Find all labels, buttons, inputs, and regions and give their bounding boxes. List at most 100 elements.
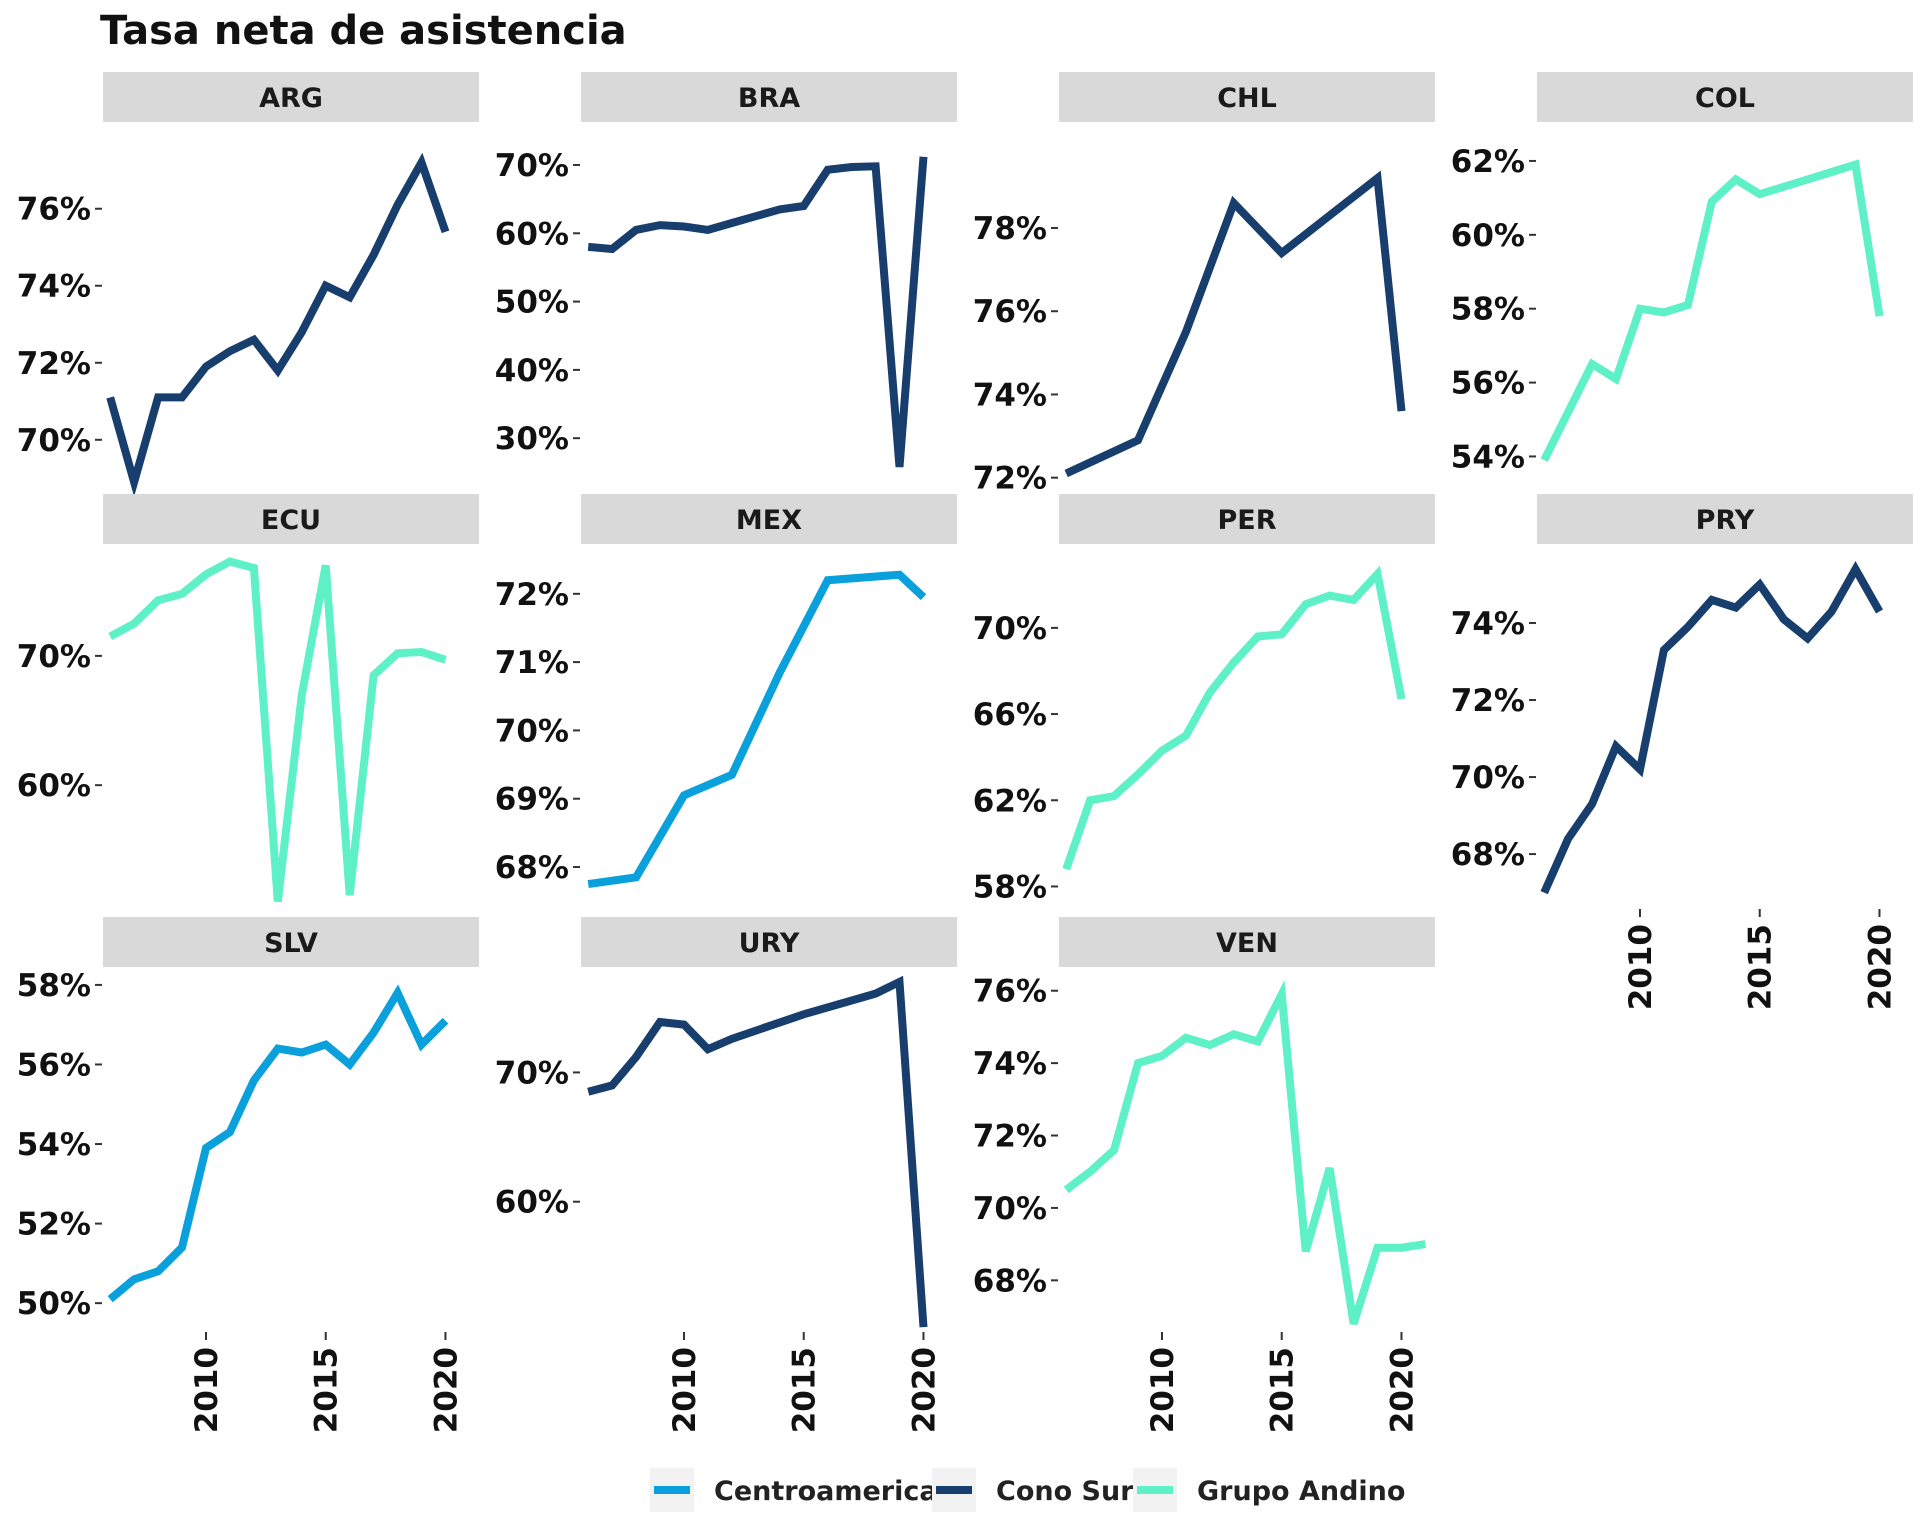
y-tick-label: 69% [495,782,569,818]
strip-background [581,72,957,122]
y-tick-label: 70% [973,1191,1047,1227]
y-tick-label: 70% [495,713,569,749]
x-tick-label: 2015 [1743,924,1779,1010]
panel-title: MEX [736,505,802,536]
y-tick-label: 70% [17,423,91,459]
y-tick-label: 40% [495,353,569,389]
panel-title: COL [1695,83,1755,114]
panel-title: SLV [264,928,318,959]
y-tick-label: 56% [1451,366,1525,402]
x-tick-label: 2020 [1384,1347,1420,1433]
y-tick-label: 70% [495,1055,569,1091]
y-tick-label: 30% [495,421,569,457]
y-tick-label: 68% [495,850,569,886]
y-tick-label: 70% [17,639,91,675]
y-tick-label: 70% [495,148,569,184]
y-tick-label: 70% [973,611,1047,647]
series-line-mex [587,570,927,889]
y-tick-label: 72% [973,461,1047,497]
y-tick-label: 74% [1451,606,1525,642]
x-tick-label: 2010 [667,1347,703,1433]
y-tick-label: 72% [495,577,569,613]
strip-background [103,917,479,967]
y-tick-label: 74% [973,1046,1047,1082]
series-line-per [1062,565,1406,871]
chart-title: Tasa neta de asistencia [100,8,627,54]
y-tick-label: 72% [17,346,91,382]
x-tick-label: 2020 [428,1347,464,1433]
y-tick-label: 60% [17,768,91,804]
series-line-col [1540,159,1884,462]
series-line-arg [106,152,450,497]
x-tick-label: 2010 [189,1347,225,1433]
legend-label: Centroamerica [714,1476,938,1507]
panel-chl: CHL 72% 74% 76% 78% [973,72,1435,497]
panel-title: ARG [259,83,323,114]
y-tick-label: 72% [1451,683,1525,719]
y-tick-label: 76% [973,294,1047,330]
facet-panels: ARG 70% 72% 74% 76% BRA 30% 40% 50% 60% 70% CHL 72% 7… [17,72,1913,1433]
y-tick-label: 60% [1451,218,1525,254]
y-tick-label: 68% [1451,837,1525,873]
y-tick-label: 71% [495,645,569,681]
panel-title: PER [1217,505,1276,536]
strip-background [1537,494,1913,544]
legend: Centroamerica Cono Sur Grupo Andino [650,1468,1405,1512]
strip-background [103,72,479,122]
panel-title: CHL [1217,83,1277,114]
panel-pry: PRY 68% 70% 72% 74% 2010 2015 2020 [1451,494,1913,1010]
y-tick-label: 68% [973,1263,1047,1299]
x-tick-label: 2020 [906,1347,942,1433]
x-tick-label: 2010 [1145,1347,1181,1433]
y-tick-label: 76% [17,192,91,228]
x-tick-label: 2015 [787,1347,823,1433]
panel-slv: SLV 50% 52% 54% 56% 58% 2010 2015 2020 [17,917,479,1433]
series-line-chl [1064,170,1406,478]
x-tick-label: 2015 [309,1347,345,1433]
legend-label: Cono Sur [996,1476,1134,1507]
y-tick-label: 62% [973,783,1047,819]
strip-background [581,494,957,544]
series-line-ecu [108,557,447,902]
series-line-slv [107,984,449,1303]
x-tick-label: 2010 [1623,924,1659,1010]
strip-background [1059,917,1435,967]
series-line-pry [1540,560,1883,895]
panel-ury: URY 60% 70% 2010 2015 2020 [495,917,957,1433]
x-tick-label: 2020 [1862,924,1898,1010]
legend-label: Grupo Andino [1197,1476,1405,1507]
strip-background [103,494,479,544]
strip-background [1537,72,1913,122]
legend-item: Centroamerica [650,1468,938,1512]
strip-background [1059,72,1435,122]
panel-per: PER 58% 62% 66% 70% [973,494,1435,905]
panel-title: URY [739,928,800,959]
y-tick-label: 76% [973,974,1047,1010]
y-tick-label: 74% [973,377,1047,413]
series-line-ven [1063,980,1426,1325]
y-tick-label: 50% [17,1286,91,1322]
series-line-bra [587,156,928,468]
y-tick-label: 58% [973,869,1047,905]
panel-title: VEN [1216,928,1278,959]
y-tick-label: 74% [17,269,91,305]
y-tick-label: 78% [973,211,1047,247]
x-tick-label: 2015 [1265,1347,1301,1433]
y-tick-label: 58% [17,968,91,1004]
y-tick-label: 56% [17,1047,91,1083]
panel-title: BRA [738,83,800,114]
legend-item: Grupo Andino [1133,1468,1405,1512]
y-tick-label: 72% [973,1119,1047,1155]
panel-arg: ARG 70% 72% 74% 76% [17,72,479,497]
y-tick-label: 60% [495,1185,569,1221]
strip-background [581,917,957,967]
y-tick-label: 50% [495,285,569,321]
strip-background [1059,494,1435,544]
panel-ven: VEN 68% 70% 72% 74% 76% 2010 2015 2020 [973,917,1435,1433]
y-tick-label: 54% [1451,439,1525,475]
panel-col: COL 54% 56% 58% 60% 62% [1451,72,1913,475]
legend-item: Cono Sur [932,1468,1134,1512]
y-tick-label: 70% [1451,760,1525,796]
y-tick-label: 60% [495,216,569,252]
